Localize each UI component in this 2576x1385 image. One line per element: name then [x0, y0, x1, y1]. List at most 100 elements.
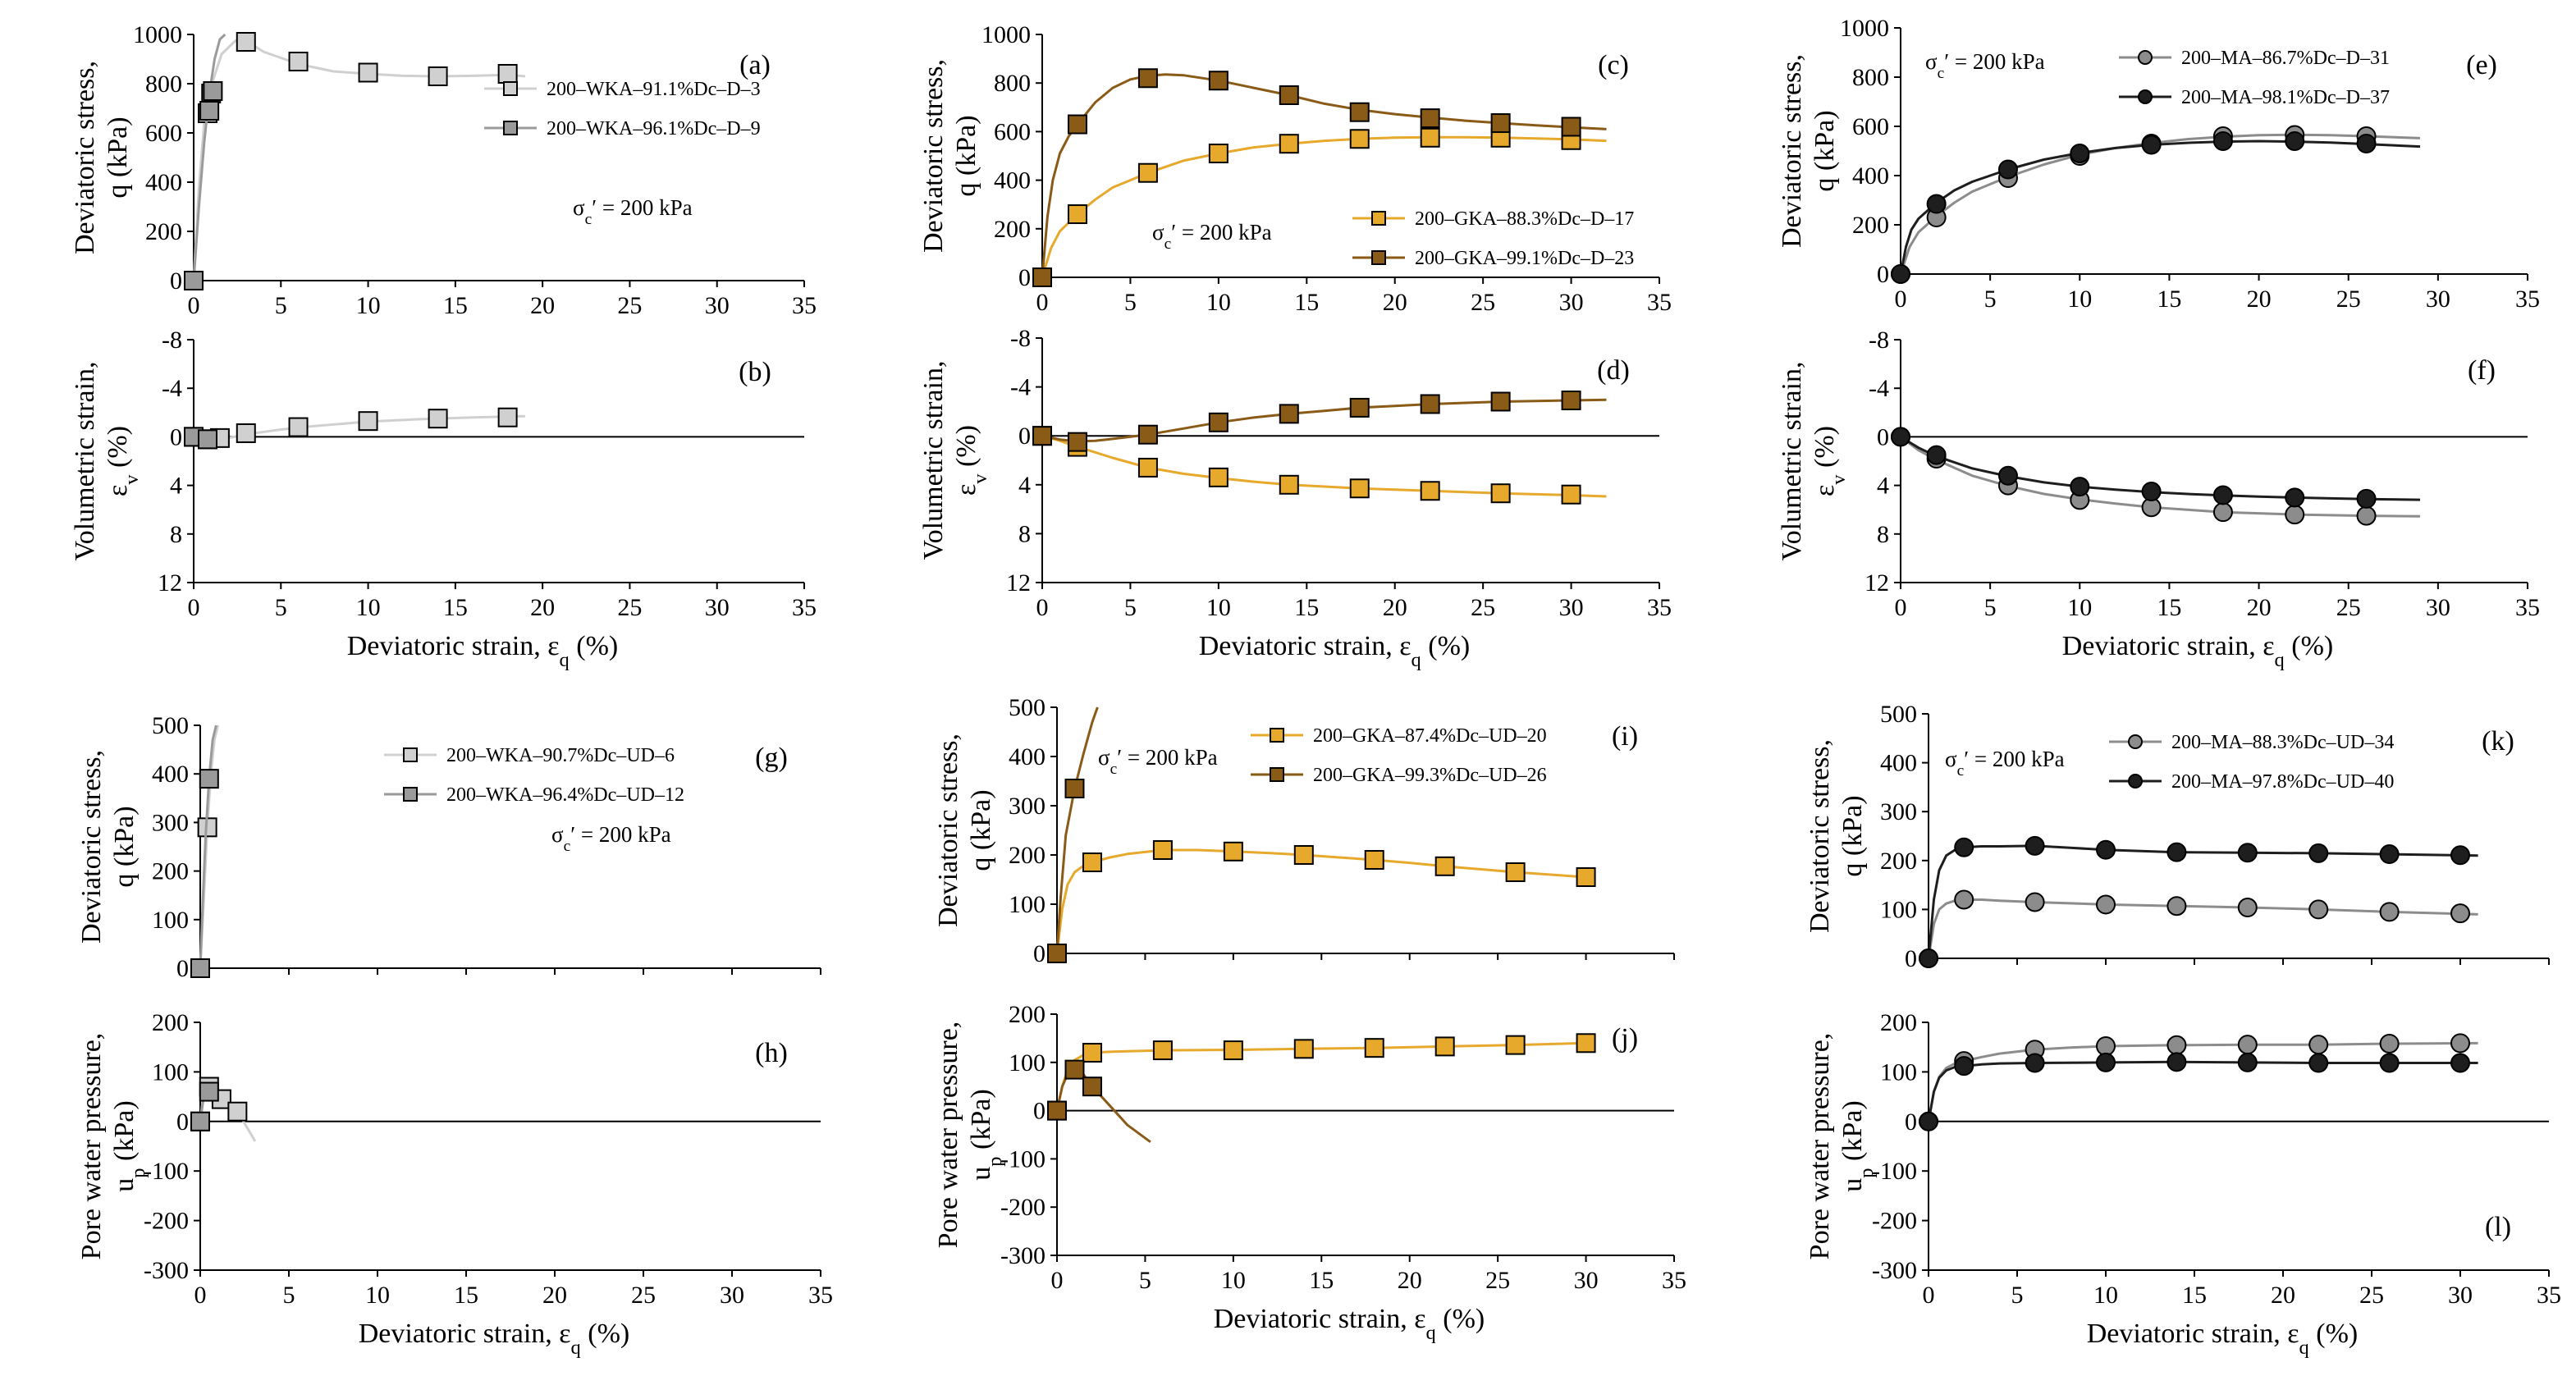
panel-label: (l) [2485, 1212, 2511, 1242]
x-tick-label: 30 [1559, 594, 1584, 621]
y-tick-label: 0 [1877, 261, 1889, 288]
y-tick-label: 500 [152, 712, 189, 739]
y-tick-label: 0 [1033, 940, 1045, 967]
y-axis-label-line: Deviatoric stress, [1805, 739, 1835, 933]
y-axis-label: Deviatoric stress,q (kPa) [918, 59, 981, 253]
x-tick-label: 15 [443, 292, 468, 319]
x-tick-label: 10 [1221, 1267, 1246, 1294]
data-point [1891, 427, 1910, 447]
y-tick-label: 400 [1852, 162, 1889, 190]
data-point [1137, 162, 1158, 183]
x-tick-label: 5 [275, 594, 287, 621]
y-tick-label: -300 [1872, 1257, 1917, 1284]
series-j-0 [1047, 1033, 1596, 1121]
x-tick-label: 10 [356, 292, 381, 319]
data-point [2025, 835, 2045, 856]
legend-marker [1270, 767, 1284, 782]
data-point [1954, 889, 1974, 910]
legend-label: 200–GKA–87.4%Dc–UD–20 [1313, 725, 1547, 747]
y-tick-label: 0 [170, 267, 182, 295]
x-tick-label: 35 [1647, 594, 1672, 621]
data-point [1032, 267, 1052, 287]
data-point [203, 81, 223, 101]
y-axis-label-line: q (kPa) [109, 806, 140, 887]
y-tick-label: 300 [152, 809, 189, 836]
data-point [1420, 108, 1440, 129]
data-point [236, 32, 256, 52]
panel-i: 0 100 200 300 400 500 Deviatoric stress,q (kPa… [933, 694, 1675, 967]
data-point [2450, 1053, 2470, 1073]
data-point [1576, 867, 1596, 887]
y-tick-label: -200 [144, 1208, 189, 1235]
y-tick-label: 300 [1009, 793, 1045, 820]
data-point [497, 407, 518, 427]
y-tick-label: 0 [1905, 945, 1917, 972]
data-point [2025, 1053, 2045, 1073]
data-point [184, 271, 204, 290]
x-tick-label: 5 [275, 292, 287, 319]
data-point [2212, 131, 2233, 151]
y-axis-label: Deviatoric stress,q (kPa) [1777, 54, 1840, 248]
data-point [1064, 779, 1085, 798]
legend-marker [503, 81, 518, 96]
data-point [2212, 485, 2233, 505]
data-point [199, 769, 219, 789]
legend-label: 200–GKA–99.3%Dc–UD–26 [1313, 765, 1547, 786]
confining-stress-annotation: σc′ = 200 kPa [551, 822, 671, 855]
data-point [1223, 1040, 1243, 1061]
data-point [190, 1111, 210, 1131]
y-tick-label: 0 [176, 1108, 189, 1136]
data-point [1279, 85, 1299, 105]
data-point [2308, 899, 2329, 920]
panel-label: (j) [1612, 1023, 1638, 1054]
series-line [1927, 1060, 2478, 1122]
panel-label: (g) [755, 743, 788, 773]
y-tick-label: 100 [1009, 891, 1045, 918]
y-tick-label: 200 [1009, 1001, 1045, 1028]
x-tick-label: 0 [194, 1282, 207, 1309]
y-axis-label-line: Volumetric strain, [70, 362, 100, 561]
y-tick-label: 100 [1880, 1058, 1917, 1086]
x-tick-label: 10 [356, 594, 381, 621]
panel-label: (e) [2466, 50, 2497, 80]
x-tick-label: 5 [2011, 1282, 2024, 1309]
x-tick-label: 15 [2182, 1282, 2207, 1309]
panel-l: -300 -200 -100 0 100 200 0 5 10 15 20 25 30 35 Pore wa… [1805, 1009, 2561, 1359]
y-tick-label: -200 [1000, 1194, 1045, 1221]
data-point [1208, 412, 1229, 432]
data-point [1279, 404, 1299, 424]
y-tick-label: -300 [1000, 1242, 1045, 1269]
data-point [1293, 1039, 1314, 1059]
data-point [1576, 1033, 1596, 1054]
y-tick-label: 800 [994, 70, 1031, 97]
y-tick-label: -4 [1010, 374, 1031, 401]
data-point [1434, 1036, 1455, 1057]
legend-label: 200–WKA–91.1%Dc–D–3 [547, 79, 761, 100]
data-point [2379, 1053, 2400, 1073]
data-point [1152, 1040, 1173, 1061]
data-point [1954, 1056, 1974, 1076]
data-point [1152, 840, 1173, 860]
data-point [2141, 135, 2162, 155]
series-line [1899, 133, 2421, 275]
x-tick-label: 10 [365, 1282, 390, 1309]
x-axis-label: Deviatoric strain, εq (%) [359, 1319, 630, 1359]
data-point [1490, 113, 1511, 134]
data-point [1505, 862, 1526, 882]
x-tick-label: 5 [283, 1282, 295, 1309]
x-tick-label: 20 [530, 594, 555, 621]
x-tick-label: 25 [1471, 594, 1495, 621]
series-a-1 [184, 33, 226, 290]
data-point [1561, 117, 1581, 137]
y-axis-label-line: Volumetric strain, [1777, 362, 1807, 561]
data-point [358, 62, 378, 83]
x-tick-label: 30 [720, 1282, 744, 1309]
confining-stress-annotation: σc′ = 200 kPa [1098, 745, 1218, 778]
x-tick-label: 30 [1574, 1267, 1599, 1294]
x-tick-label: 10 [1206, 289, 1231, 316]
legend-marker [1371, 211, 1386, 226]
data-point [1137, 457, 1158, 478]
x-tick-label: 35 [2515, 286, 2540, 313]
